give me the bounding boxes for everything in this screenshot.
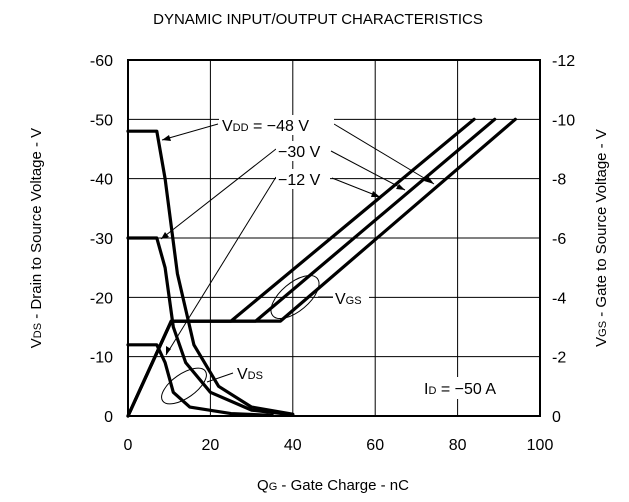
y-left-tick-label: -30 bbox=[90, 231, 113, 248]
id-label: ID = −50 A bbox=[418, 377, 524, 399]
x-tick-labels: 0 20 40 60 80 100 bbox=[124, 437, 554, 454]
leader-30-vds bbox=[160, 148, 277, 240]
vgs-label: VGS bbox=[333, 288, 369, 308]
arrowhead-12-vds bbox=[166, 346, 171, 355]
id-text: ID = −50 A bbox=[424, 381, 496, 398]
series-vds-vdd-48 bbox=[126, 129, 295, 416]
y-right-tick-labels: 0 -2 -4 -6 -8 -10 -12 bbox=[552, 53, 575, 426]
y-right-tick-label: -2 bbox=[552, 350, 566, 367]
leader-48-vds bbox=[161, 123, 219, 141]
label-bg bbox=[276, 169, 330, 189]
y-left-tick-label: -60 bbox=[90, 53, 113, 70]
leader-48-vgs bbox=[333, 123, 435, 185]
vdd-12-label: −12 V bbox=[276, 169, 330, 189]
y-right-tick-label: -8 bbox=[552, 172, 566, 189]
vds-text: VDS bbox=[237, 366, 263, 383]
leader-30-vgs bbox=[330, 150, 406, 191]
label-bg bbox=[276, 141, 330, 161]
y-right-tick-label: 0 bbox=[552, 409, 561, 426]
vdd-30-text: −30 V bbox=[278, 144, 321, 161]
x-tick-label: 40 bbox=[284, 437, 302, 454]
vdd-48-label: VDD = −48 V bbox=[219, 115, 334, 135]
arrowhead-30-vds bbox=[161, 232, 169, 239]
vdd-48-text: VDD = −48 V bbox=[222, 118, 309, 135]
x-tick-label: 80 bbox=[449, 437, 467, 454]
y-right-axis-title: VGS - Gate to Source Voltage - V bbox=[593, 129, 610, 347]
x-tick-label: 20 bbox=[202, 437, 220, 454]
series-vgs-vdd-48 bbox=[126, 117, 517, 418]
vds-label: VDS bbox=[235, 364, 275, 384]
arrowhead-30-vgs bbox=[396, 184, 405, 190]
annotation-leaders bbox=[160, 123, 435, 383]
label-bg bbox=[333, 288, 369, 308]
y-left-tick-labels: 0 -10 -20 -30 -40 -50 -60 bbox=[90, 53, 113, 426]
arrowhead-12-vgs bbox=[371, 191, 380, 197]
x-tick-label: 60 bbox=[366, 437, 384, 454]
series-vgs-vdd-30 bbox=[126, 117, 497, 418]
y-right-tick-label: -4 bbox=[552, 290, 566, 307]
x-axis-title: QG - Gate Charge - nC bbox=[257, 477, 409, 494]
y-left-tick-label: -40 bbox=[90, 172, 113, 189]
y-left-tick-label: -50 bbox=[90, 112, 113, 129]
label-bg bbox=[418, 377, 524, 399]
y-left-tick-label: 0 bbox=[104, 409, 113, 426]
annotation-arrowheads bbox=[161, 135, 434, 355]
vgs-text: VGS bbox=[335, 291, 362, 308]
chart-title: DYNAMIC INPUT/OUTPUT CHARACTERISTICS bbox=[153, 11, 483, 28]
vgs-ellipse bbox=[270, 274, 320, 320]
series-lines bbox=[126, 117, 517, 418]
y-left-axis-title: VDS - Drain to Source Voltage - V bbox=[28, 128, 45, 348]
vdd-12-text: −12 V bbox=[278, 172, 321, 189]
y-right-tick-label: -6 bbox=[552, 231, 566, 248]
label-bg bbox=[219, 115, 334, 135]
leader-12-vgs bbox=[331, 177, 381, 198]
label-bg bbox=[235, 364, 275, 384]
arrowhead-48-vds bbox=[162, 135, 171, 141]
series-vds-vdd-30 bbox=[126, 236, 295, 417]
vdd-30-label: −30 V bbox=[276, 141, 330, 161]
x-tick-label: 0 bbox=[124, 437, 133, 454]
y-left-tick-label: -10 bbox=[90, 350, 113, 367]
y-left-tick-label: -20 bbox=[90, 290, 113, 307]
leader-12-vds bbox=[165, 176, 277, 356]
arrowhead-48-vgs bbox=[424, 176, 434, 184]
grid bbox=[128, 60, 540, 416]
series-vgs-vdd-12 bbox=[126, 117, 476, 418]
x-tick-label: 100 bbox=[527, 437, 554, 454]
vds-ellipse bbox=[161, 367, 207, 405]
annotation-ellipses bbox=[161, 274, 320, 405]
y-right-tick-label: -10 bbox=[552, 112, 575, 129]
leader-vds bbox=[206, 372, 234, 383]
y-right-tick-label: -12 bbox=[552, 53, 575, 70]
series-vds-vdd-12 bbox=[126, 343, 274, 417]
